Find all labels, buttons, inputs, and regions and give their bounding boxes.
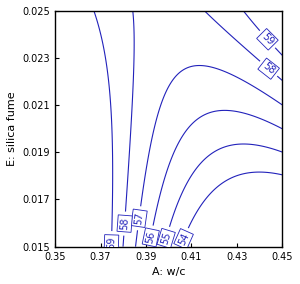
Text: 55: 55 bbox=[160, 231, 173, 246]
Text: 56: 56 bbox=[145, 230, 157, 245]
Text: 58: 58 bbox=[119, 217, 130, 230]
Text: 59: 59 bbox=[106, 237, 117, 249]
X-axis label: A: w/c: A: w/c bbox=[152, 267, 185, 277]
Text: 54: 54 bbox=[176, 231, 191, 247]
Text: 58: 58 bbox=[261, 61, 277, 76]
Y-axis label: E: silica fume: E: silica fume bbox=[7, 91, 17, 166]
Text: 59: 59 bbox=[260, 32, 275, 47]
Text: 57: 57 bbox=[133, 211, 145, 225]
